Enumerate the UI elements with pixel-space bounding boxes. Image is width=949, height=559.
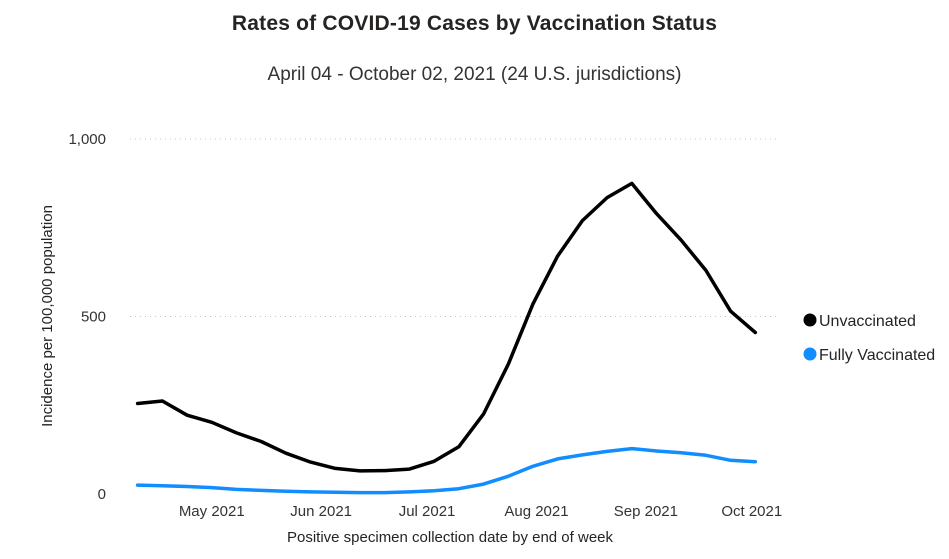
legend-label-unvaccinated: Unvaccinated xyxy=(819,313,916,330)
y-axis-title: Incidence per 100,000 population xyxy=(39,205,56,427)
series-line-unvaccinated xyxy=(135,181,758,473)
x-axis-ticks: May 2021 Jun 2021 Jul 2021 Aug 2021 Sep 2021… xyxy=(179,503,782,520)
x-tick-label: Sep 2021 xyxy=(614,503,678,520)
legend-label-fully-vaccinated: Fully Vaccinated xyxy=(819,347,935,364)
x-tick-label: Aug 2021 xyxy=(504,503,568,520)
legend-marker-unvaccinated xyxy=(803,313,817,327)
chart-subtitle: April 04 - October 02, 2021 (24 U.S. jur… xyxy=(267,64,682,85)
series-lines xyxy=(135,181,758,495)
x-tick-label: Jun 2021 xyxy=(290,503,352,520)
gridlines xyxy=(130,138,780,317)
y-tick-label: 500 xyxy=(81,309,106,326)
chart-title: Rates of COVID-19 Cases by Vaccination S… xyxy=(231,12,718,35)
legend: Unvaccinated Fully Vaccinated xyxy=(803,313,935,364)
x-tick-label: Oct 2021 xyxy=(721,503,782,520)
x-tick-label: Jul 2021 xyxy=(399,503,456,520)
y-axis-ticks: 0 500 1,000 xyxy=(68,131,106,503)
x-tick-label: May 2021 xyxy=(179,503,245,520)
y-tick-label: 0 xyxy=(98,486,106,503)
legend-marker-fully-vaccinated xyxy=(803,347,817,361)
y-tick-label: 1,000 xyxy=(68,131,106,148)
x-axis-title: Positive specimen collection date by end… xyxy=(287,529,614,546)
series-line-fully-vaccinated xyxy=(135,446,758,495)
